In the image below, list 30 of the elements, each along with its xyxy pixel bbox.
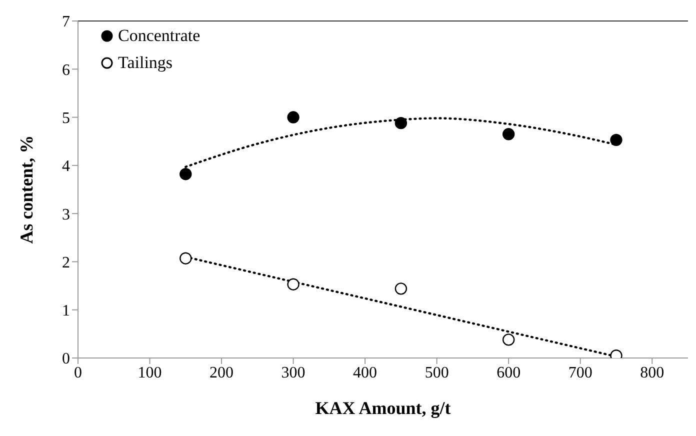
point <box>394 116 408 130</box>
x-tick-label: 600 <box>496 364 521 382</box>
point <box>610 134 622 146</box>
y-tick-label: 4 <box>62 158 70 176</box>
x-tick-label: 400 <box>353 364 378 382</box>
x-tick-label: 300 <box>281 364 306 382</box>
legend-label: Tailings <box>118 52 173 74</box>
point <box>394 282 408 295</box>
point <box>180 168 192 180</box>
y-tick-label: 2 <box>62 254 70 272</box>
x-axis-title: KAX Amount, g/t <box>315 398 451 418</box>
x-tick-label: 700 <box>568 364 592 382</box>
y-axis-title: As content, % <box>16 135 36 244</box>
y-tick-label: 5 <box>62 110 70 127</box>
x-tick-label: 200 <box>210 364 234 382</box>
y-tick-label: 0 <box>62 350 70 368</box>
y-tick-label: 7 <box>62 14 70 31</box>
point <box>180 252 192 264</box>
point <box>502 334 515 346</box>
x-tick-label: 800 <box>640 364 664 382</box>
y-tick-label: 1 <box>62 302 70 320</box>
point <box>287 111 300 124</box>
x-tick-label: 100 <box>138 364 162 382</box>
point <box>502 128 515 140</box>
legend-label: Concentrate <box>118 25 200 47</box>
y-tick-label: 6 <box>62 62 70 79</box>
point <box>287 278 300 290</box>
x-tick-label: 0 <box>74 364 82 382</box>
y-tick-label: 3 <box>62 206 70 224</box>
x-tick-label: 500 <box>424 364 449 382</box>
